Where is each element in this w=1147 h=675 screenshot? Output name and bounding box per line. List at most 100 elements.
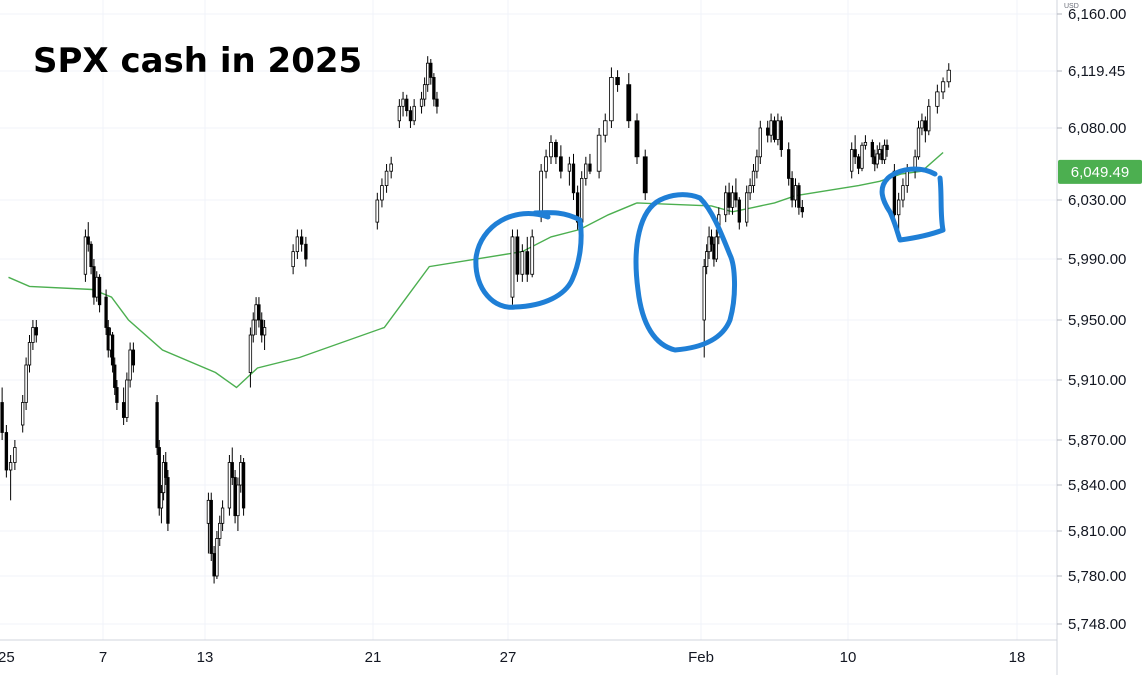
candle-body-up [520,251,525,275]
candle [704,244,709,275]
candle [916,120,921,160]
candle [405,94,409,117]
time-tick-label: 2025 [0,649,15,666]
candle-body-up [401,98,405,107]
candle-body-up [262,327,267,336]
candle-body-up [704,251,709,268]
candle [248,327,253,388]
candle-body-down [626,84,632,122]
candle [885,139,889,157]
candle [389,156,393,179]
candle [164,452,168,485]
candle-body-up [227,462,232,509]
candle [299,229,304,252]
candle [206,492,211,554]
candle-body-down [155,402,159,448]
candle [571,153,576,200]
currency-label: USD [1064,3,1079,10]
candle [131,342,136,373]
candle [212,546,216,584]
candle [230,447,234,485]
candle [27,335,32,373]
candle-body-up [295,236,300,253]
candle [97,274,102,313]
candle-body-down [766,127,770,136]
price-tick-label: 5,810.00 [1068,523,1126,540]
candle [95,271,99,302]
candle-body-down [110,334,115,366]
candle [596,128,602,179]
candle-body-down [734,192,738,201]
candle [766,120,770,143]
candle-body-up [905,170,909,186]
candle [4,425,9,478]
candle-body-up [544,156,548,172]
candle-body-up [510,236,515,298]
time-tick-label: 21 [365,649,382,666]
candle [13,440,17,470]
candle-body-up [603,120,608,136]
candle-body-down [257,304,261,321]
candle-body-down [241,462,246,509]
candle [575,185,580,230]
candle [236,477,240,531]
candle [254,297,258,335]
candle-body-up [159,492,164,509]
last-price-label: 6,049.49 [1071,164,1129,181]
candle-body-down [230,462,234,478]
candle-body-down [737,199,741,223]
candle-body-down [554,141,558,158]
candle [790,171,794,208]
price-tick-label: 6,160.00 [1068,6,1126,23]
last-price-badge [1058,159,1142,184]
candle-body-down [92,266,96,298]
candle [730,185,735,215]
candle [520,244,525,282]
candle [92,259,96,305]
candle [549,135,553,164]
annotation-circles [473,166,946,353]
candle [251,312,255,343]
candle-body-up [539,170,544,216]
candle-body-up [567,163,572,172]
candle [800,200,804,218]
candle-body-down [121,402,126,418]
candle [875,145,879,169]
candle-body-up [860,144,864,169]
candle-body-down [304,243,308,260]
annotation-loop-3 [879,166,946,243]
candle-body-down [892,170,897,216]
candle-body-down [615,77,620,86]
candle [544,149,548,179]
candle-body-down [797,185,801,208]
candle-body-down [408,110,413,122]
candle [927,99,931,136]
candle [923,116,928,143]
candle-body-up [724,192,728,216]
candle-body-up [380,185,384,201]
candle-body-up [920,120,924,129]
candle-body-up [24,364,28,403]
candle-body-up [927,105,931,132]
time-tick-label: 13 [197,649,214,666]
candle [615,70,620,92]
candle-body-up [596,134,602,172]
time-tick-label: 18 [1009,649,1026,666]
candle-body-up [702,266,706,321]
candle-body-up [206,499,211,524]
candle [758,120,762,164]
time-axis[interactable]: 2025 7 13 21 27 Feb 10 18 [0,649,1025,666]
candle [220,500,225,531]
candle-body-up [758,127,762,158]
candle [709,229,714,252]
candle-body-down [164,462,168,478]
price-tick-label: 5,748.00 [1068,616,1126,633]
grid-lines [0,0,1057,640]
price-axis[interactable]: 5,748.00 5,780.00 5,810.00 5,840.00 5,870.00… [1057,6,1126,633]
candle-body-up [95,276,99,298]
candle-body-up [236,484,240,517]
candle [567,156,572,186]
price-tick-label: 5,840.00 [1068,477,1126,494]
candle [291,244,295,275]
candle [850,142,854,179]
